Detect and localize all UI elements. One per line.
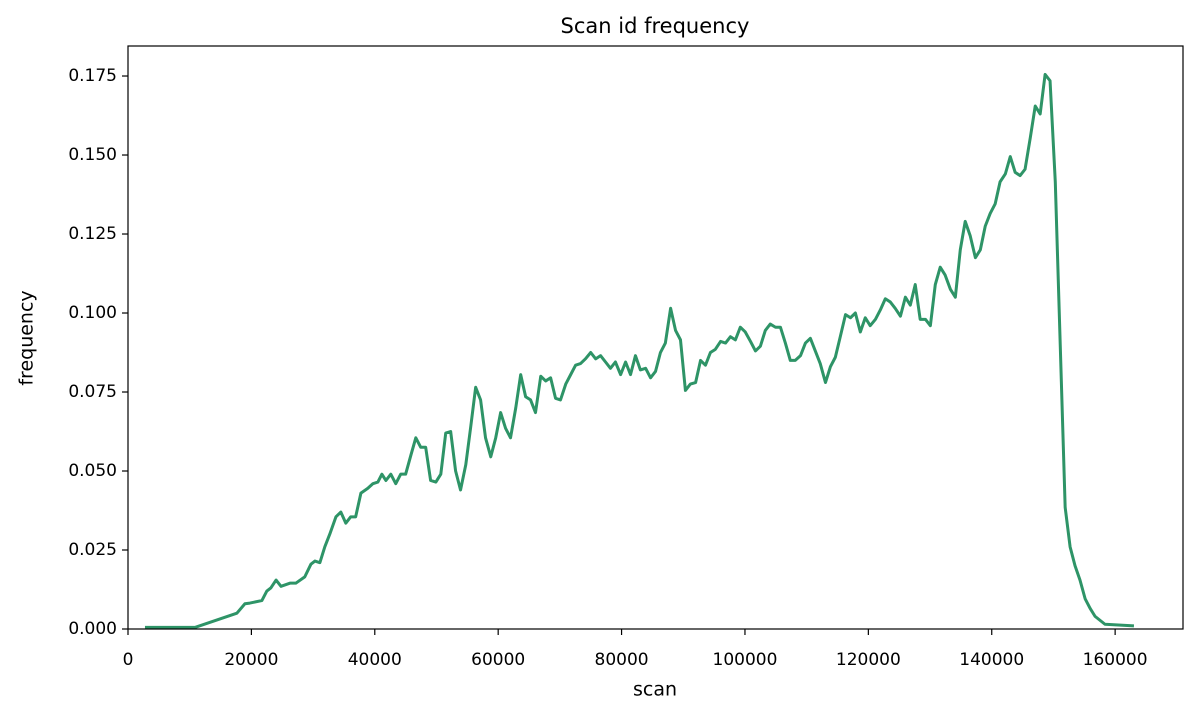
x-tick-label: 100000 (713, 650, 778, 670)
y-tick-label: 0.175 (68, 66, 117, 86)
x-tick-label: 20000 (224, 650, 278, 670)
y-tick-label: 0.025 (68, 540, 117, 560)
y-axis-label: frequency (16, 290, 38, 385)
y-tick-label: 0.100 (68, 303, 117, 323)
x-axis-label: scan (633, 679, 677, 701)
y-tick-label: 0.050 (68, 461, 117, 481)
x-tick-label: 60000 (471, 650, 525, 670)
y-tick-label: 0.075 (68, 382, 117, 402)
x-tick-label: 160000 (1083, 650, 1148, 670)
chart-title: Scan id frequency (561, 14, 750, 38)
y-tick-label: 0.125 (68, 224, 117, 244)
y-tick-label: 0.150 (68, 145, 117, 165)
x-tick-label: 80000 (595, 650, 649, 670)
plot-area (144, 72, 1135, 629)
x-tick-label: 120000 (836, 650, 901, 670)
data-line (144, 72, 1135, 629)
y-tick-label: 0.000 (68, 619, 117, 639)
x-tick-label: 40000 (348, 650, 402, 670)
x-tick-label: 140000 (959, 650, 1024, 670)
x-tick-label: 0 (123, 650, 134, 670)
axes-frame (127, 45, 1184, 630)
